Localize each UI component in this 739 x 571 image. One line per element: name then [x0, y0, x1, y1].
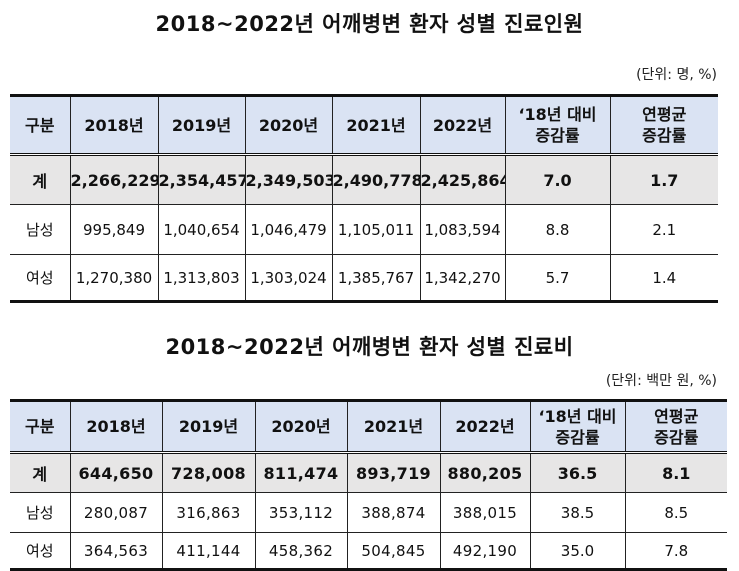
row-label: 남성 — [10, 492, 71, 533]
header-annual-avg-change-line2: 증감률 — [654, 427, 699, 447]
table-row-female: 여성 364,563 411,144 458,362 504,845 492,190 35.… — [10, 532, 727, 570]
cell-value: 1,303,024 — [244, 254, 333, 302]
cell-value: 880,205 — [439, 452, 531, 493]
cell-value: 492,190 — [439, 532, 531, 570]
cell-value: 2,425,864 — [419, 154, 506, 205]
cell-value: 995,849 — [69, 204, 159, 255]
header-year: 2021년 — [346, 400, 441, 453]
cell-value: 2,266,229 — [69, 154, 159, 205]
cell-change: 5.7 — [504, 254, 611, 302]
header-change-vs-2018-line1: ‘18년 대비 — [518, 105, 597, 124]
header-year: 2020년 — [244, 95, 333, 155]
cell-annual-avg: 1.7 — [609, 154, 718, 205]
cell-value: 2,490,778 — [331, 154, 421, 205]
header-change-vs-2018-line2: 증감률 — [555, 427, 600, 447]
header-change-vs-2018-line2: 증감률 — [535, 126, 580, 145]
header-annual-avg-change: 연평균 증감률 — [624, 400, 727, 453]
cell-value: 1,040,654 — [157, 204, 246, 255]
header-category: 구분 — [10, 400, 71, 453]
table1-unit: (단위: 명, %) — [636, 67, 717, 83]
cell-value: 644,650 — [69, 452, 163, 493]
table-row-male: 남성 995,849 1,040,654 1,046,479 1,105,011 1,08… — [10, 204, 718, 255]
header-annual-avg-change-line2: 증감률 — [642, 126, 687, 145]
header-annual-avg-change-line1: 연평균 — [642, 105, 687, 124]
row-label: 남성 — [10, 204, 71, 255]
cell-value: 458,362 — [254, 532, 348, 570]
cell-annual-avg: 8.5 — [624, 492, 727, 533]
table-header-row: 구분 2018년 2019년 2020년 2021년 2022년 ‘18년 대비 증감률 연평균… — [10, 400, 727, 453]
cell-value: 388,874 — [346, 492, 441, 533]
cell-value: 1,046,479 — [244, 204, 333, 255]
header-year: 2018년 — [69, 400, 163, 453]
table-row-total: 계 2,266,229 2,354,457 2,349,503 2,490,778 2,4… — [10, 154, 718, 205]
cell-value: 1,270,380 — [69, 254, 159, 302]
cell-value: 1,105,011 — [331, 204, 421, 255]
row-label: 여성 — [10, 532, 71, 570]
header-year: 2019년 — [161, 400, 256, 453]
row-label: 여성 — [10, 254, 71, 302]
cell-value: 1,313,803 — [157, 254, 246, 302]
header-year: 2022년 — [419, 95, 506, 155]
cell-value: 1,342,270 — [419, 254, 506, 302]
table2-title: 2018~2022년 어깨병변 환자 성별 진료비 — [165, 335, 574, 359]
cell-value: 811,474 — [254, 452, 348, 493]
table-header-row: 구분 2018년 2019년 2020년 2021년 2022년 ‘18년 대비 증감률 연평균… — [10, 95, 718, 155]
row-label: 계 — [10, 154, 71, 205]
header-change-vs-2018: ‘18년 대비 증감률 — [529, 400, 626, 453]
cell-value: 893,719 — [346, 452, 441, 493]
cell-annual-avg: 2.1 — [609, 204, 718, 255]
cell-value: 388,015 — [439, 492, 531, 533]
header-year: 2021년 — [331, 95, 421, 155]
cell-change: 35.0 — [529, 532, 626, 570]
cell-value: 1,385,767 — [331, 254, 421, 302]
header-year: 2019년 — [157, 95, 246, 155]
cell-annual-avg: 8.1 — [624, 452, 727, 493]
cell-value: 728,008 — [161, 452, 256, 493]
cell-value: 504,845 — [346, 532, 441, 570]
cell-value: 2,354,457 — [157, 154, 246, 205]
table-row-total: 계 644,650 728,008 811,474 893,719 880,205 36.5… — [10, 452, 727, 493]
cell-change: 8.8 — [504, 204, 611, 255]
table1-title: 2018~2022년 어깨병변 환자 성별 진료인원 — [155, 12, 584, 36]
cell-change: 36.5 — [529, 452, 626, 493]
cell-value: 1,083,594 — [419, 204, 506, 255]
header-year: 2022년 — [439, 400, 531, 453]
table-row-female: 여성 1,270,380 1,313,803 1,303,024 1,385,767 1,… — [10, 254, 718, 302]
cell-value: 411,144 — [161, 532, 256, 570]
cell-annual-avg: 1.4 — [609, 254, 718, 302]
cell-change: 38.5 — [529, 492, 626, 533]
cell-value: 364,563 — [69, 532, 163, 570]
row-label: 계 — [10, 452, 71, 493]
table-row-male: 남성 280,087 316,863 353,112 388,874 388,015 38.… — [10, 492, 727, 533]
cell-change: 7.0 — [504, 154, 611, 205]
cell-annual-avg: 7.8 — [624, 532, 727, 570]
header-category: 구분 — [10, 95, 71, 155]
costs-by-sex-table: 구분 2018년 2019년 2020년 2021년 2022년 ‘18년 대비 증감률 연평균… — [10, 399, 727, 571]
cell-value: 316,863 — [161, 492, 256, 533]
cell-value: 353,112 — [254, 492, 348, 533]
header-annual-avg-change-line1: 연평균 — [654, 406, 699, 426]
cell-value: 2,349,503 — [244, 154, 333, 205]
table2-unit: (단위: 백만 원, %) — [605, 373, 717, 389]
patients-by-sex-table: 구분 2018년 2019년 2020년 2021년 2022년 ‘18년 대비 증감률 연평균… — [10, 94, 718, 303]
header-change-vs-2018-line1: ‘18년 대비 — [538, 406, 617, 426]
header-year: 2020년 — [254, 400, 348, 453]
header-year: 2018년 — [69, 95, 159, 155]
cell-value: 280,087 — [69, 492, 163, 533]
